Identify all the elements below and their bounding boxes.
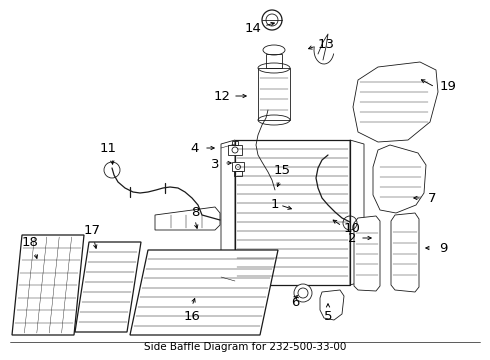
Bar: [258, 68, 290, 120]
Bar: [234, 171, 242, 176]
Polygon shape: [320, 290, 344, 320]
Text: 12: 12: [214, 90, 230, 103]
Polygon shape: [12, 235, 84, 335]
Polygon shape: [373, 145, 426, 213]
Text: 16: 16: [184, 310, 200, 323]
Text: 2: 2: [348, 231, 356, 244]
Circle shape: [294, 284, 312, 302]
Text: Side Baffle Diagram for 232-500-33-00: Side Baffle Diagram for 232-500-33-00: [144, 342, 346, 352]
Text: 7: 7: [428, 192, 436, 204]
Text: 10: 10: [343, 221, 361, 234]
Text: 18: 18: [22, 235, 38, 248]
Bar: [232, 141, 238, 145]
Text: 5: 5: [324, 310, 332, 324]
Polygon shape: [353, 62, 438, 142]
Text: 3: 3: [211, 158, 219, 171]
Polygon shape: [391, 213, 419, 292]
Text: 6: 6: [291, 296, 299, 309]
Polygon shape: [155, 207, 220, 230]
Bar: [232, 162, 244, 171]
Bar: [266, 54, 282, 68]
Polygon shape: [75, 242, 141, 332]
Text: 11: 11: [99, 141, 117, 154]
Polygon shape: [130, 250, 278, 335]
Text: 13: 13: [318, 37, 335, 50]
Text: 15: 15: [273, 163, 291, 176]
Polygon shape: [354, 216, 380, 291]
Bar: [228, 145, 242, 155]
Text: 1: 1: [271, 198, 279, 211]
Text: 9: 9: [439, 242, 447, 255]
Text: 14: 14: [245, 22, 262, 35]
Text: 17: 17: [83, 224, 100, 237]
Text: 19: 19: [440, 81, 457, 94]
Text: 4: 4: [191, 141, 199, 154]
Text: 8: 8: [191, 206, 199, 219]
